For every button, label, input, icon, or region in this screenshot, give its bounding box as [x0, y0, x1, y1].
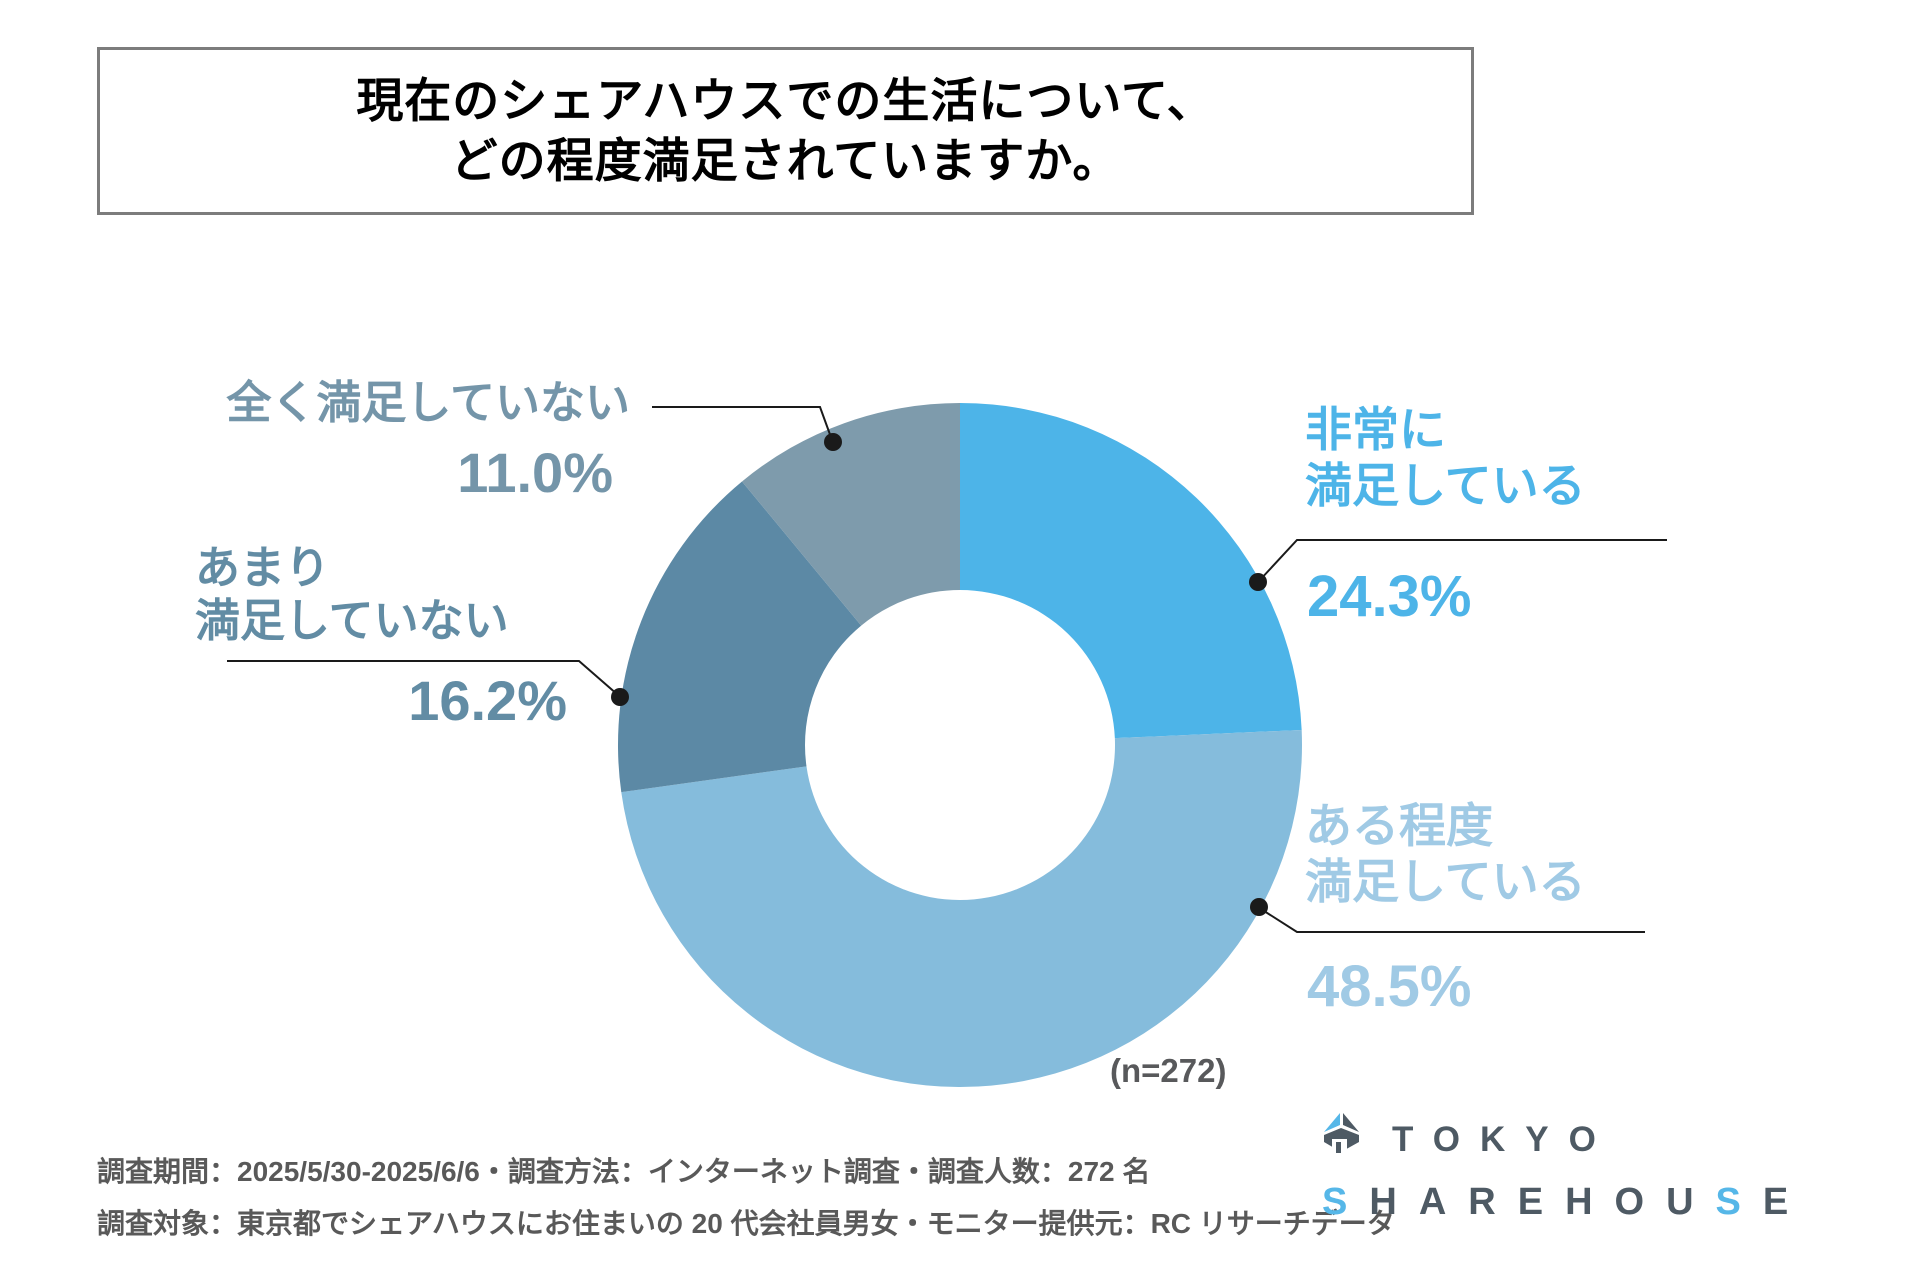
segment-label-very-satisfied-line2: 満足している	[1305, 459, 1586, 512]
segment-value-somewhat-satisfied: 48.5%	[1307, 954, 1472, 1019]
logo-letter: E	[1517, 1181, 1566, 1223]
segment-label-not-much-satisfied: あまり 満足していない	[195, 541, 509, 647]
segment-label-somewhat-satisfied-line1: ある程度	[1305, 799, 1493, 852]
callout-dot-not-at-all-satisfied	[824, 433, 842, 451]
tokyo-sharehouse-house-icon	[1324, 1113, 1359, 1153]
callout-dots	[611, 433, 1268, 916]
title-box: 現在のシェアハウスでの生活について、 どの程度満足されていますか。	[97, 47, 1474, 215]
segment-label-not-at-all-satisfied: 全く満足していない	[200, 378, 630, 428]
callout-line-very-satisfied	[1258, 539, 1667, 582]
logo-letter: O	[1614, 1181, 1667, 1223]
sample-size-note: (n=272)	[1110, 1052, 1227, 1089]
callout-line-somewhat-satisfied	[1260, 908, 1645, 933]
segment-value-very-satisfied: 24.3%	[1307, 564, 1472, 629]
donut-segment-0	[960, 403, 1302, 739]
survey-note-line2: 調査対象：東京都でシェアハウスにお住まいの 20 代会社員男女・モニター提供元：…	[97, 1208, 1395, 1239]
segment-label-somewhat-satisfied: ある程度 満足している	[1305, 798, 1586, 910]
donut-segment-2	[617, 481, 862, 793]
logo-letter: R	[1468, 1181, 1518, 1223]
segment-label-not-much-satisfied-line1: あまり	[195, 542, 331, 593]
segment-label-very-satisfied-line1: 非常に	[1305, 403, 1446, 456]
logo-letter: E	[1762, 1181, 1811, 1223]
donut-segment-3	[742, 403, 960, 626]
logo-text-sharehouse: SHAREHOUSE	[1322, 1181, 1810, 1224]
callout-line-not-at-all-satisfied	[652, 406, 833, 441]
callout-line-not-much-satisfied	[227, 660, 619, 696]
segment-label-not-much-satisfied-line2: 満足していない	[195, 595, 509, 646]
survey-note-line1: 調査期間：2025/5/30-2025/6/6・調査方法：インターネット調査・調…	[97, 1156, 1151, 1187]
callout-dot-very-satisfied	[1249, 573, 1267, 591]
logo-letter: A	[1418, 1181, 1469, 1223]
donut-chart	[617, 403, 1303, 1088]
donut-segment-1	[621, 729, 1303, 1088]
segment-value-not-much-satisfied: 16.2%	[408, 669, 567, 732]
logo-letter: H	[1369, 1181, 1419, 1223]
logo-letter: U	[1666, 1181, 1716, 1223]
logo-letter: S	[1715, 1181, 1763, 1223]
segment-value-not-at-all-satisfied: 11.0%	[457, 441, 613, 504]
segment-label-very-satisfied: 非常に 満足している	[1305, 402, 1586, 514]
logo-letter: S	[1322, 1181, 1370, 1223]
segment-label-not-at-all-satisfied-line1: 全く満足していない	[226, 377, 630, 428]
callout-leader-lines	[227, 406, 1667, 933]
logo-text-tokyo: TOKYO	[1392, 1120, 1616, 1159]
segment-label-somewhat-satisfied-line2: 満足している	[1305, 855, 1586, 908]
callout-dot-somewhat-satisfied	[1250, 898, 1268, 916]
callout-dot-not-much-satisfied	[611, 688, 629, 706]
page-title-line1: 現在のシェアハウスでの生活について、	[356, 74, 1215, 127]
logo-letter: H	[1565, 1181, 1615, 1223]
page-title-line2: どの程度満足されていますか。	[450, 134, 1121, 187]
